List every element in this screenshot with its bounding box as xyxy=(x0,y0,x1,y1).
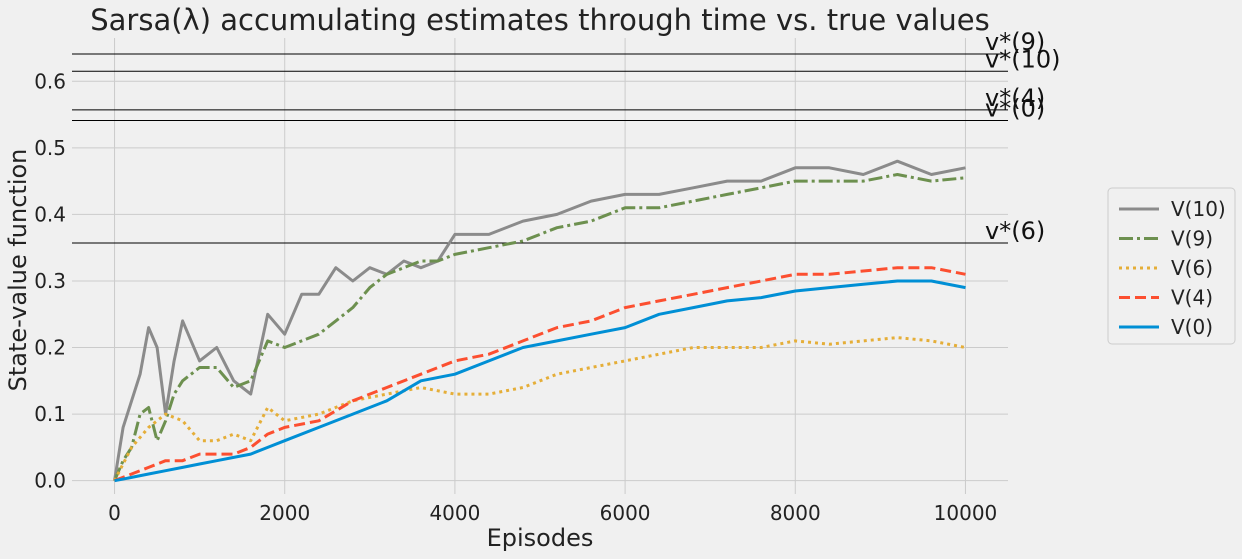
legend-label: V(0) xyxy=(1171,315,1213,339)
chart-title: Sarsa(λ) accumulating estimates through … xyxy=(90,3,990,37)
series-line xyxy=(114,279,966,483)
legend-label: V(4) xyxy=(1171,286,1213,310)
series-line xyxy=(113,266,966,483)
y-tick-label: 0.1 xyxy=(34,402,66,426)
reference-label: v*(6) xyxy=(985,217,1045,245)
y-tick-label: 0.3 xyxy=(34,269,66,293)
reference-lines xyxy=(72,53,1008,244)
y-tick-label: 0.4 xyxy=(34,202,66,226)
y-tick-label: 0.0 xyxy=(34,469,66,493)
legend-label: V(6) xyxy=(1171,256,1213,280)
legend: V(10) V(9) V(6) V(4) V(0) xyxy=(1107,187,1236,345)
x-axis-label: Episodes xyxy=(487,524,594,552)
grid xyxy=(72,38,1008,494)
series-line xyxy=(113,336,966,482)
legend-label: V(10) xyxy=(1171,197,1226,221)
y-ticks: 0.0 0.1 0.2 0.3 0.4 0.5 0.6 xyxy=(34,69,66,492)
series-lines xyxy=(113,159,966,483)
reference-labels: v*(9)v*(10) v*(4)v*(0) v*(6) xyxy=(985,28,1060,245)
y-axis-label: State-value function xyxy=(4,149,32,392)
legend-box xyxy=(1107,187,1236,345)
x-tick-label: 6000 xyxy=(600,501,651,525)
x-tick-label: 4000 xyxy=(429,501,480,525)
legend-label: V(9) xyxy=(1171,227,1213,251)
x-ticks: 0 2000 4000 6000 8000 10000 xyxy=(108,501,997,525)
y-tick-label: 0.6 xyxy=(34,69,66,93)
reference-label: v*(9) xyxy=(985,28,1045,56)
x-tick-label: 8000 xyxy=(770,501,821,525)
y-tick-label: 0.2 xyxy=(34,336,66,360)
x-tick-label: 10000 xyxy=(934,501,998,525)
y-tick-label: 0.5 xyxy=(34,136,66,160)
series-line xyxy=(113,173,966,482)
reference-label: v*(0) xyxy=(985,95,1045,123)
series-line xyxy=(113,159,966,481)
reference-label: v*(4) xyxy=(985,84,1045,112)
x-tick-label: 2000 xyxy=(259,501,310,525)
reference-label: v*(10) xyxy=(985,45,1060,73)
x-tick-label: 0 xyxy=(108,501,121,525)
